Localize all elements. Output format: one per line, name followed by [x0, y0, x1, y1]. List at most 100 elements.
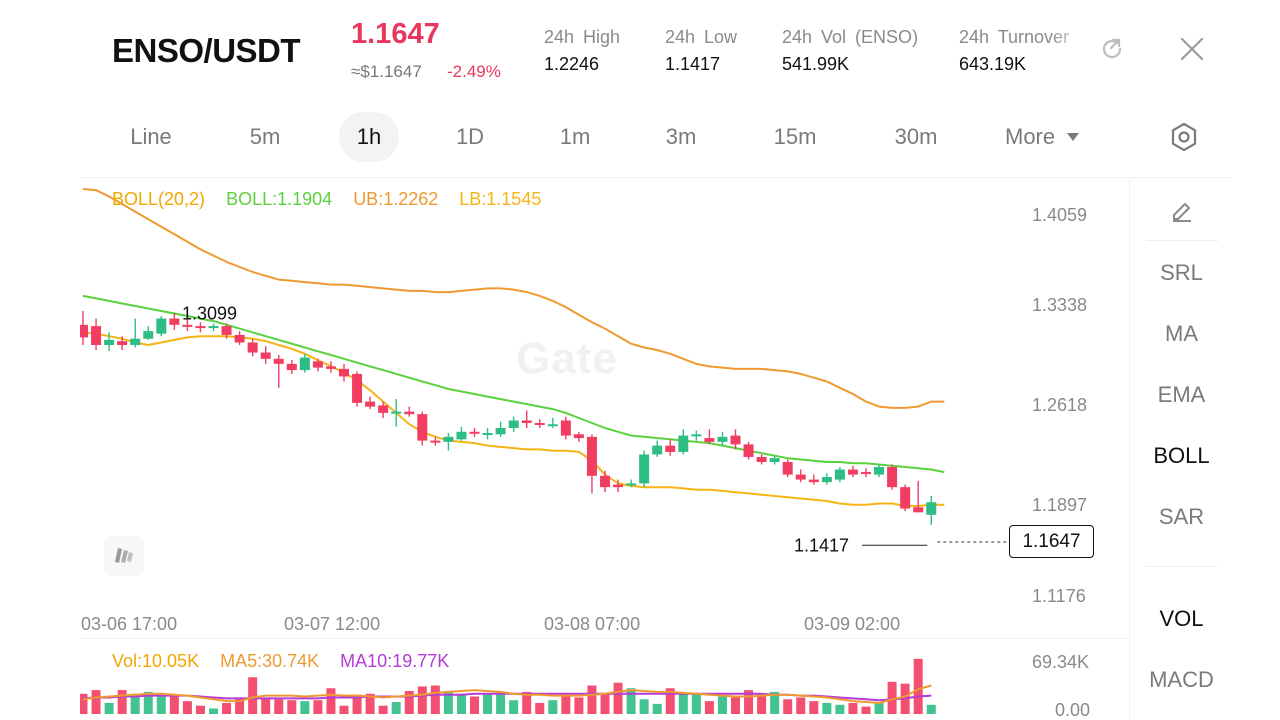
volume-bar	[509, 700, 519, 714]
stat-24h-low: 24h Low 1.1417	[665, 27, 737, 75]
indicator-vol[interactable]: VOL	[1159, 606, 1204, 631]
chart-marker-icon[interactable]	[104, 536, 144, 576]
volume-bar	[483, 693, 493, 714]
tab-1d[interactable]: 1D	[455, 124, 485, 149]
share-icon[interactable]	[1097, 34, 1127, 64]
indicator-boll[interactable]: BOLL	[1153, 443, 1210, 468]
candle-body	[208, 326, 219, 329]
volume-bar	[626, 688, 636, 714]
tab-1h[interactable]: 1h	[339, 112, 399, 162]
candle-body	[195, 326, 206, 329]
volume-bar	[378, 705, 388, 714]
vol-value: Vol:10.05K	[112, 651, 200, 671]
tab-line[interactable]: Line	[130, 124, 172, 149]
tab-15m[interactable]: 15m	[773, 124, 817, 149]
volume-bar	[587, 685, 597, 714]
candle-body	[482, 433, 493, 436]
volume-bar	[926, 704, 936, 714]
volume-bar	[639, 699, 649, 714]
volume-bar	[300, 701, 310, 714]
gate-watermark: Gate	[516, 334, 618, 383]
volume-bar	[117, 690, 127, 714]
volume-bar	[156, 696, 166, 714]
candle-body	[808, 479, 819, 483]
x-tick-label: 03-08 07:00	[544, 614, 641, 634]
volume-bar	[535, 702, 545, 714]
candle-body	[626, 483, 637, 486]
candle-body	[665, 445, 676, 452]
last-price-tag: 1.1647	[1009, 525, 1094, 558]
stat-24h-turnover: 24h Turnover 643.19K	[959, 27, 1087, 75]
tab-3m[interactable]: 3m	[665, 124, 697, 149]
tab-5m[interactable]: 5m	[249, 124, 281, 149]
candle-body	[221, 326, 232, 335]
volume-bar	[848, 702, 858, 714]
indicator-ma[interactable]: MA	[1165, 321, 1198, 346]
vol-tick-label: 0.00	[1055, 700, 1091, 720]
candle-body	[80, 324, 88, 338]
tab-more[interactable]: More	[1005, 112, 1100, 162]
tab-1m[interactable]: 1m	[559, 124, 591, 149]
candlestick-chart[interactable]: 1.3099 1.1417	[80, 180, 1128, 720]
candle-body	[847, 469, 858, 475]
stat-label: 24h Turnover	[959, 27, 1070, 47]
volume-bar	[496, 692, 506, 714]
indicator-sar[interactable]: SAR	[1158, 504, 1205, 529]
stat-24h-vol: 24h Vol (ENSO) 541.99K	[782, 27, 918, 75]
candle-body	[508, 420, 519, 429]
candle-body	[821, 477, 832, 483]
price-change-percent: -2.49%	[447, 62, 501, 81]
candle-body	[143, 331, 154, 339]
volume-bar	[274, 699, 284, 714]
volume-bar	[248, 677, 258, 714]
candle-body	[378, 405, 389, 413]
indicator-srl[interactable]: SRL	[1160, 260, 1203, 285]
candle-body	[273, 358, 284, 364]
volume-bar	[704, 701, 714, 714]
volume-bar	[339, 705, 349, 714]
candle-body	[456, 431, 467, 440]
candle-body	[339, 368, 349, 377]
candle-body	[887, 467, 898, 488]
x-tick-label: 03-06 17:00	[81, 614, 178, 634]
candle-body	[391, 411, 402, 414]
volume-bar	[326, 688, 336, 714]
candle-body	[926, 502, 937, 515]
stat-24h-high: 24h High 1.2246	[544, 27, 620, 75]
indicator-macd[interactable]: MACD	[1149, 667, 1214, 692]
candle-body	[104, 339, 115, 345]
close-icon[interactable]	[1177, 34, 1207, 64]
candle-body	[299, 357, 310, 371]
stat-label: 24h High	[544, 27, 621, 47]
indicator-ema[interactable]: EMA	[1157, 382, 1206, 407]
volume-bar	[717, 696, 727, 714]
volume-bar	[874, 702, 884, 714]
divider	[80, 177, 1232, 178]
candle-body	[900, 487, 911, 509]
y-tick-label: 1.1897	[1032, 495, 1088, 515]
candle-body	[560, 420, 571, 436]
volume-bar	[313, 700, 323, 714]
caret-down-icon	[1067, 132, 1080, 141]
tab-30m[interactable]: 30m	[894, 124, 938, 149]
volume-bar	[470, 696, 479, 714]
candle-body	[547, 424, 558, 427]
candle-body	[130, 338, 141, 345]
x-tick-label: 03-07 12:00	[284, 614, 381, 634]
candle-body	[782, 461, 793, 475]
candle-body	[769, 458, 780, 462]
chart-settings-icon[interactable]	[1168, 120, 1200, 154]
volume-bar	[796, 697, 806, 714]
candle-body	[834, 469, 845, 480]
volume-bar	[391, 702, 401, 714]
volume-bar	[809, 701, 819, 714]
volume-bar	[287, 700, 297, 714]
candle-body	[600, 475, 610, 488]
candle-body	[861, 472, 871, 475]
volume-bar	[613, 682, 623, 714]
candle-body	[234, 334, 245, 343]
boll-upper-line	[82, 188, 945, 409]
candle-body	[352, 373, 363, 403]
volume-bar	[835, 704, 845, 714]
draw-tool-icon[interactable]	[1130, 196, 1233, 230]
